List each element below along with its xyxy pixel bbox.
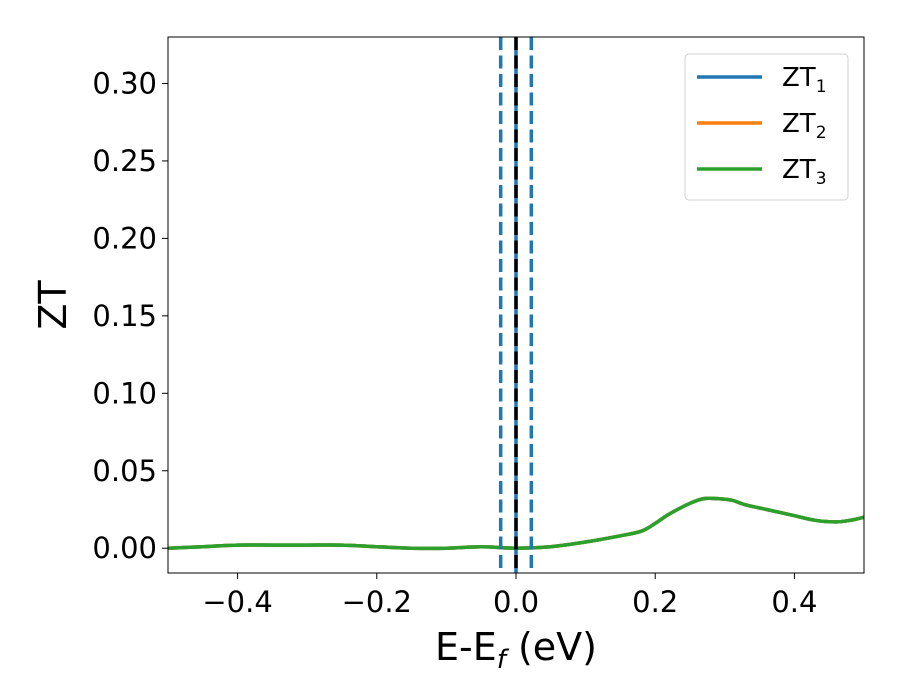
y-axis-label: ZT [31,280,75,330]
y-tick-label: 0.15 [92,299,157,333]
x-axis-label-unit: (eV) [506,625,597,669]
y-tick-label: 0.10 [92,376,157,410]
y-axis-ticks: 0.00 0.05 0.10 0.15 0.20 0.25 0.30 [92,66,168,565]
x-axis-ticks: −0.4 −0.2 0.0 0.2 0.4 [202,573,817,619]
y-tick-label: 0.05 [92,454,157,488]
legend-label-zt3: ZT3 [782,155,827,189]
x-tick-label: 0.4 [771,585,817,619]
vline-layer [498,37,534,573]
x-tick-label: −0.4 [202,585,272,619]
y-tick-label: 0.25 [92,144,157,178]
y-tick-label: 0.00 [92,531,157,565]
series-layer [168,496,864,551]
x-tick-label: 0.2 [632,585,678,619]
x-axis-label: E-Ef (eV) [435,625,597,675]
series-line-zt3 [168,496,864,551]
y-tick-label: 0.30 [92,66,157,100]
x-tick-label: −0.2 [342,585,412,619]
y-tick-label: 0.20 [92,221,157,255]
legend-label-zt2: ZT2 [782,109,827,143]
legend-box [684,53,849,201]
x-tick-label: 0.0 [493,585,539,619]
legend-label-zt1: ZT1 [782,63,827,97]
legend: ZT1 ZT2 ZT3 [684,53,849,201]
